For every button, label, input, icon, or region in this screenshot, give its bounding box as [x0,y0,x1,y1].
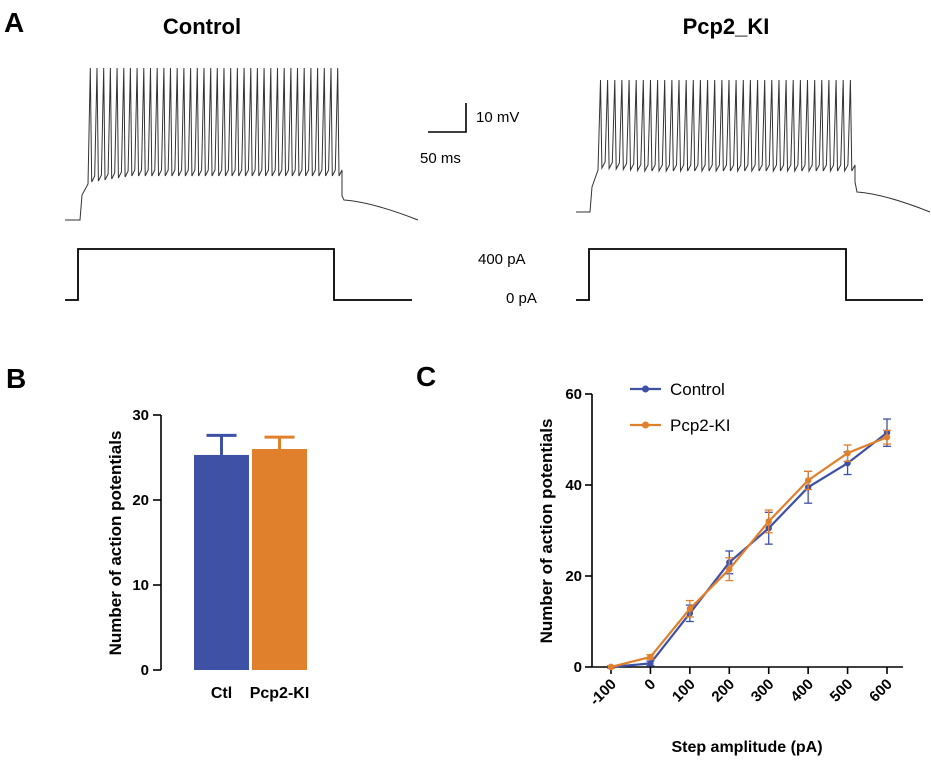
data-point [844,449,851,457]
y-tick-label: 0 [141,662,149,679]
bar-ctl [194,454,249,670]
y-tick-label: 20 [565,568,582,585]
x-axis-label: Step amplitude (pA) [671,739,822,756]
control-voltage-trace [65,67,419,221]
y-tick-label: 0 [574,659,582,676]
pcp2-voltage-trace [576,79,931,213]
pcp2-current-step [576,248,923,301]
y-tick-label: 40 [565,477,582,494]
control-current-step [65,248,412,301]
bar-pcp2-ki [252,449,307,670]
bar-chart: Ctl Pcp2-KI 0 10 20 30 Number of action potent… [106,407,309,702]
data-point [607,663,615,671]
data-point [726,565,733,573]
x-tick-label: 600 [866,676,896,706]
x-tick-label: 400 [787,676,817,706]
panel-b-letter: B [6,363,26,394]
control-trace-title: Control [163,14,241,39]
legend-marker [642,421,649,429]
data-point [647,653,654,661]
y-axis-label: Number of action potentials [106,431,125,656]
data-point [686,605,694,612]
x-tick-label: 500 [827,676,857,706]
y-axis-label: Number of action potentials [537,419,556,644]
pcp2-trace-title: Pcp2_KI [683,14,770,39]
scale-voltage-label: 10 mV [476,109,519,126]
data-point [765,518,772,525]
legend-label: Control [670,380,725,399]
y-tick-label: 20 [132,492,149,509]
current-high-label: 400 pA [478,251,526,268]
data-point [883,434,891,441]
series-line-pcp2-ki [610,436,888,669]
panel-c-letter: C [416,361,436,392]
legend-marker [642,385,649,393]
current-low-label: 0 pA [506,290,537,307]
scale-bar [428,103,467,133]
x-tick-label: 200 [708,676,738,706]
series-line-control [610,431,888,669]
x-tick-label: -100 [587,676,620,709]
data-point [804,477,812,484]
y-tick-label: 30 [132,407,149,424]
x-tick-label: Pcp2-KI [250,685,310,702]
data-point [647,660,654,667]
line-chart: 0 20 40 60 -100 0 100 200 300 400 500 600 Control Pcp… [537,380,903,756]
panel-a-letter: A [4,7,24,38]
y-tick-label: 60 [565,386,582,403]
y-tick-label: 10 [132,577,149,594]
x-tick-label: Ctl [211,685,232,702]
legend-label: Pcp2-KI [670,416,730,435]
x-tick-label: 300 [748,676,778,706]
scale-time-label: 50 ms [420,150,461,167]
x-tick-label: 0 [641,676,659,694]
x-tick-label: 100 [669,676,699,706]
